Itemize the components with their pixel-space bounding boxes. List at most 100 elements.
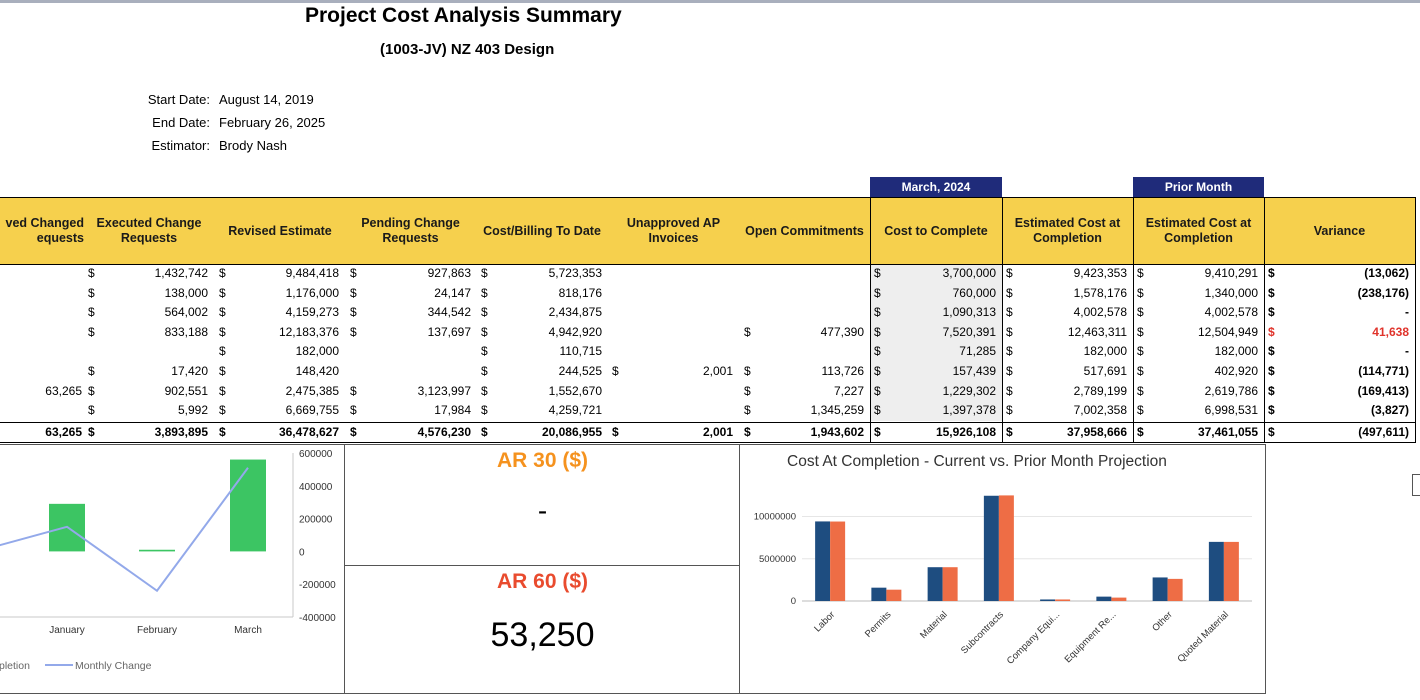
currency-symbol: $	[744, 425, 751, 439]
currency-symbol: $	[481, 266, 488, 280]
cell-cost: 818,176	[558, 285, 602, 300]
currency-symbol: $	[219, 344, 226, 359]
bar-prior-equipment-re	[1111, 597, 1127, 601]
cell-ctc: 157,439	[952, 364, 996, 378]
currency-symbol: $	[88, 425, 95, 439]
cell-prior: 37,461,055	[1197, 425, 1258, 439]
cell-pending: 927,863	[427, 266, 471, 280]
currency-symbol: $	[744, 324, 751, 339]
cell-cost: 4,942,920	[548, 324, 602, 339]
start-date-value: August 14, 2019	[219, 92, 314, 107]
monthly-chart-panel: 600000 400000 200000 0 -200000 -400000 January…	[0, 444, 346, 694]
cell-variance: 41,638	[1372, 324, 1409, 339]
currency-symbol: $	[1137, 364, 1144, 378]
currency-symbol: $	[481, 383, 488, 398]
cell-executed: 17,420	[171, 364, 208, 378]
header-unapproved-ap-invoices: Unapproved AP Invoices	[626, 216, 721, 245]
column-border	[1002, 197, 1003, 443]
cell-variance: (13,062)	[1364, 266, 1409, 280]
cell-pending: 137,697	[427, 324, 471, 339]
currency-symbol: $	[744, 383, 751, 398]
header-variance: Variance	[1313, 223, 1366, 238]
ar60-panel: AR 60 ($) 53,250	[344, 565, 741, 694]
bar-current-permits	[871, 587, 887, 601]
currency-symbol: $	[350, 266, 357, 280]
currency-symbol: $	[1137, 266, 1144, 280]
cell-executed: 1,432,742	[154, 266, 208, 280]
offscreen-panel-edge	[1412, 474, 1420, 496]
totals-bottom-border	[0, 442, 1415, 443]
y-tick-label: -200000	[299, 580, 336, 591]
currency-symbol: $	[874, 425, 881, 439]
cell-cost: 2,434,875	[548, 305, 602, 320]
currency-symbol: $	[481, 344, 488, 359]
currency-symbol: $	[1268, 364, 1275, 378]
cell-est: 182,000	[1083, 344, 1127, 359]
ar60-value: 53,250	[490, 616, 595, 654]
monthly-change-chart: 600000 400000 200000 0 -200000 -400000 January…	[0, 449, 336, 672]
cell-cost: 20,086,955	[541, 425, 602, 439]
currency-symbol: $	[612, 425, 619, 439]
currency-symbol: $	[350, 425, 357, 439]
cell-ctc: 71,285	[959, 344, 996, 359]
currency-symbol: $	[874, 364, 881, 378]
currency-symbol: $	[88, 266, 95, 280]
cell-cost: 244,525	[558, 364, 602, 378]
cell-executed: 564,002	[164, 305, 208, 320]
currency-symbol: $	[350, 324, 357, 339]
cell-revised: 12,183,376	[278, 324, 339, 339]
legend-monthly-change-label: Monthly Change	[75, 660, 152, 672]
currency-symbol: $	[1268, 403, 1275, 418]
estimator-label: Estimator:	[151, 138, 210, 153]
currency-symbol: $	[219, 383, 226, 398]
totals-top-border	[0, 422, 1415, 423]
currency-symbol: $	[874, 285, 881, 300]
header-estimated-cost-current: Estimated Cost at Completion	[1014, 216, 1121, 245]
cell-revised: 182,000	[295, 344, 339, 359]
currency-symbol: $	[350, 305, 357, 320]
cell-ctc: 1,397,378	[942, 403, 996, 418]
column-border	[1133, 197, 1134, 443]
currency-symbol: $	[1006, 285, 1013, 300]
cell-est: 517,691	[1083, 364, 1127, 378]
cell-executed: 833,188	[164, 324, 208, 339]
y-tick-label: 0	[791, 596, 796, 607]
cell-pending: 3,123,997	[417, 383, 471, 398]
cell-pending: 17,984	[434, 403, 471, 418]
bar-prior-quoted-material	[1223, 541, 1239, 601]
cell-approved: 63,265	[45, 425, 82, 439]
cell-est: 4,002,578	[1073, 305, 1127, 320]
cell-ctc: 760,000	[952, 285, 996, 300]
currency-symbol: $	[744, 403, 751, 418]
currency-symbol: $	[1006, 305, 1013, 320]
cost-to-complete-shade	[870, 263, 1002, 421]
currency-symbol: $	[1006, 383, 1013, 398]
cell-revised: 9,484,418	[285, 266, 339, 280]
cell-executed: 3,893,895	[154, 425, 208, 439]
bar-current-material	[927, 567, 943, 601]
x-tick-label: Company Equi...	[1005, 609, 1062, 666]
cell-est: 37,958,666	[1066, 425, 1127, 439]
cell-open: 477,390	[820, 324, 864, 339]
currency-symbol: $	[88, 324, 95, 339]
cell-est: 9,423,353	[1073, 266, 1127, 280]
bar-prior-permits	[886, 589, 902, 601]
report-subtitle: (1003-JV) NZ 403 Design	[380, 41, 555, 58]
cell-prior: 4,002,578	[1204, 305, 1258, 320]
currency-symbol: $	[350, 403, 357, 418]
end-date-label: End Date:	[152, 115, 210, 130]
currency-symbol: $	[219, 305, 226, 320]
y-tick-label: 0	[299, 547, 305, 558]
column-border	[1264, 197, 1265, 443]
currency-symbol: $	[874, 305, 881, 320]
currency-symbol: $	[874, 266, 881, 280]
x-tick-label: February	[137, 625, 177, 636]
cell-open: 1,345,259	[810, 403, 864, 418]
header-executed-change-requests: Executed Change Requests	[96, 216, 202, 245]
currency-symbol: $	[219, 425, 226, 439]
currency-symbol: $	[350, 285, 357, 300]
column-border	[1415, 197, 1416, 443]
header-pending-change-requests: Pending Change Requests	[361, 216, 460, 245]
start-date-label: Start Date:	[147, 92, 210, 107]
currency-symbol: $	[1137, 305, 1144, 320]
